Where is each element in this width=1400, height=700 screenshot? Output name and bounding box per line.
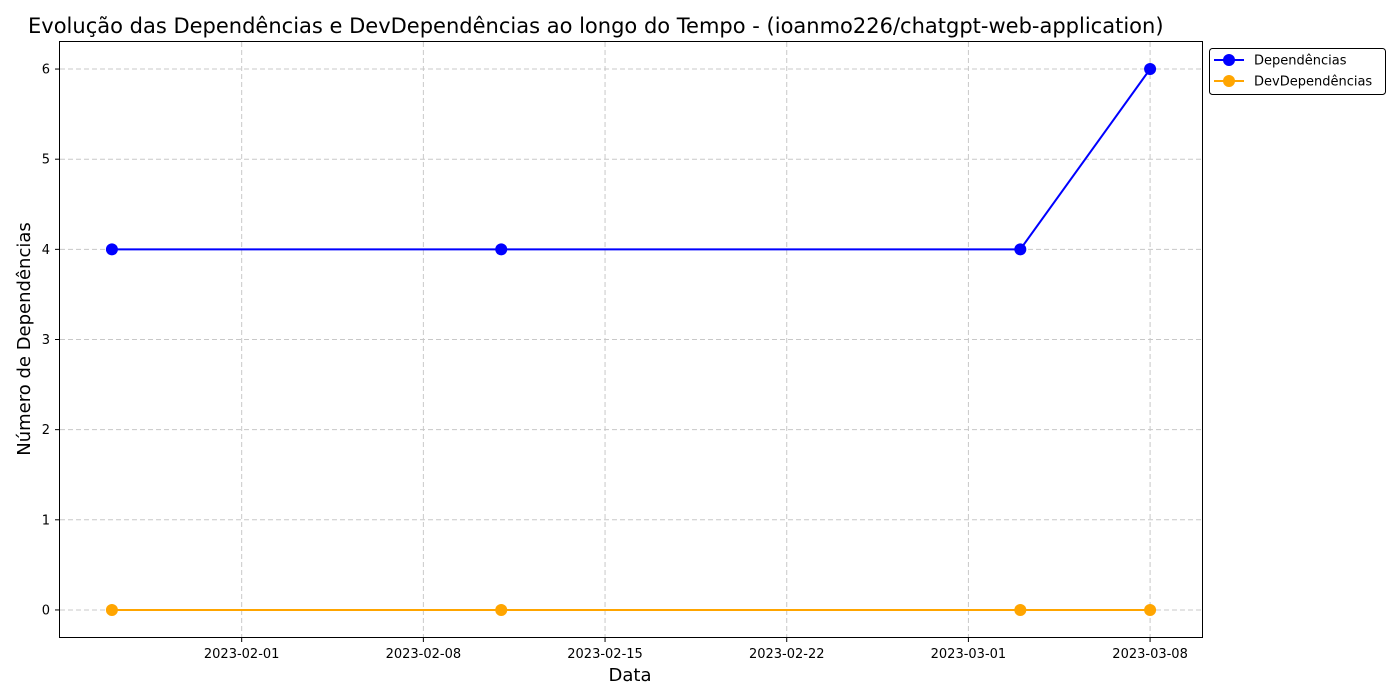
legend-label: DevDependências <box>1254 75 1372 90</box>
data-point <box>1014 603 1027 616</box>
y-tick-label: 4 <box>42 243 50 258</box>
legend-swatch-marker <box>1223 54 1235 66</box>
x-tick-label: 2023-02-15 <box>567 647 643 662</box>
y-tick-label: 5 <box>42 153 50 168</box>
x-axis-label: Data <box>609 665 652 686</box>
x-tick-label: 2023-02-22 <box>749 647 825 662</box>
y-tick-label: 0 <box>42 603 50 618</box>
x-tick-label: 2023-02-01 <box>204 647 280 662</box>
y-tick-label: 6 <box>42 63 50 78</box>
axis-ticks: 2023-02-01 2023-02-08 2023-02-15 2023-02-22… <box>42 63 1188 662</box>
legend-entry: Dependências <box>1214 54 1347 69</box>
data-point <box>495 603 508 616</box>
series-0 <box>105 63 1157 256</box>
y-axis-label: Número de Dependências <box>14 222 35 456</box>
series-line <box>111 68 1151 251</box>
legend-box <box>1209 48 1386 95</box>
grid <box>60 42 1202 637</box>
x-tick-label: 2023-02-08 <box>386 647 462 662</box>
legend-entry: DevDependências <box>1214 75 1372 90</box>
y-tick-label: 2 <box>42 423 50 438</box>
chart-title: Evolução das Dependências e DevDependênc… <box>28 14 1164 38</box>
data-point <box>1014 243 1027 256</box>
data-point <box>1144 63 1157 76</box>
y-tick-label: 3 <box>42 333 50 348</box>
legend-swatch-marker <box>1223 75 1235 87</box>
data-point <box>105 243 118 256</box>
legend-label: Dependências <box>1254 54 1347 69</box>
data-point <box>1144 603 1157 616</box>
x-tick-label: 2023-03-01 <box>931 647 1007 662</box>
data-point <box>105 603 118 616</box>
x-tick-label: 2023-03-08 <box>1112 647 1188 662</box>
data-point <box>495 243 508 256</box>
legend: Dependências DevDependências <box>1209 48 1386 95</box>
series-layer <box>105 63 1157 616</box>
y-tick-label: 1 <box>42 513 50 528</box>
series-1 <box>105 603 1157 616</box>
